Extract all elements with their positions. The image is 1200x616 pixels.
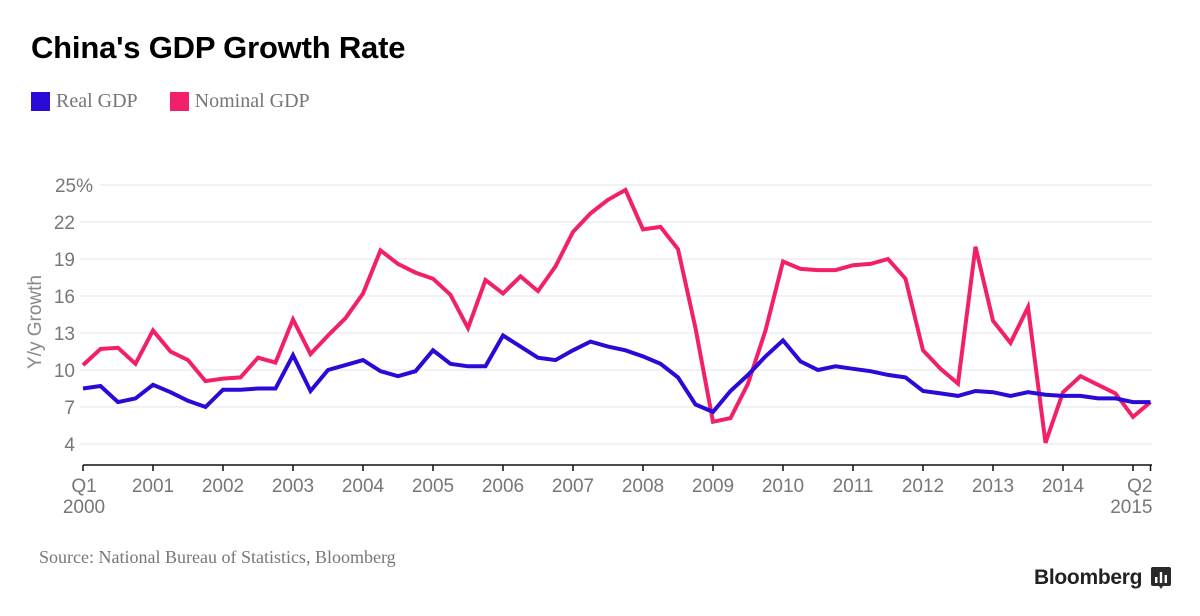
x-tick-label: 2003 bbox=[272, 476, 314, 497]
x-tick-label: 2010 bbox=[762, 476, 804, 497]
y-axis-title: Y/y Growth bbox=[25, 275, 46, 369]
legend-swatch-nominal-gdp bbox=[169, 92, 189, 111]
x-tick-label: Q2 bbox=[1127, 476, 1152, 497]
legend: Real GDP Nominal GDP bbox=[31, 90, 342, 113]
x-tick-label: 2006 bbox=[482, 476, 524, 497]
y-tick-label: 25% bbox=[55, 176, 93, 197]
legend-label-nominal-gdp: Nominal GDP bbox=[194, 90, 310, 112]
bloomberg-brand: Bloomberg bbox=[1034, 566, 1172, 590]
x-tick-label: 2013 bbox=[972, 476, 1014, 497]
y-tick-label: 16 bbox=[54, 287, 75, 308]
x-tick-label: 2014 bbox=[1042, 476, 1085, 497]
x-tick-label-year: 2015 bbox=[1110, 497, 1152, 518]
y-tick-label: 13 bbox=[54, 324, 75, 345]
series-line-nominal-gdp bbox=[81, 187, 1152, 444]
chart-title: China's GDP Growth Rate bbox=[31, 30, 406, 65]
series-line-real-gdp bbox=[82, 332, 1151, 415]
series-lines bbox=[81, 187, 1152, 444]
y-tick-label: 10 bbox=[54, 361, 75, 382]
y-tick-label: 22 bbox=[54, 213, 75, 234]
x-tick-label: 2012 bbox=[902, 476, 944, 497]
legend-item-nominal-gdp: Nominal GDP bbox=[169, 90, 310, 113]
x-tick-label: 2007 bbox=[552, 476, 594, 497]
legend-label-real-gdp: Real GDP bbox=[56, 90, 138, 112]
x-tick-label: 2008 bbox=[622, 476, 664, 497]
x-tick-label: 2002 bbox=[202, 476, 244, 497]
bloomberg-bars-icon bbox=[1151, 567, 1172, 589]
y-tick-labels: 25% 22 19 16 13 10 7 4 bbox=[54, 176, 93, 456]
bloomberg-logo-text: Bloomberg bbox=[1034, 566, 1143, 589]
x-tick-label-year: 2000 bbox=[63, 497, 105, 518]
x-tick-label: 2005 bbox=[412, 476, 454, 497]
y-tick-label: 4 bbox=[64, 435, 75, 456]
y-tick-label: 19 bbox=[54, 250, 75, 271]
x-tick-label: 2009 bbox=[692, 476, 734, 497]
x-tick-label: 2004 bbox=[342, 476, 385, 497]
legend-item-real-gdp: Real GDP bbox=[31, 90, 138, 113]
legend-swatch-real-gdp bbox=[31, 92, 50, 111]
y-tick-label: 7 bbox=[64, 398, 75, 419]
x-tick-label: 2001 bbox=[132, 476, 174, 497]
x-tick-label: Q1 bbox=[71, 476, 96, 497]
source-note: Source: National Bureau of Statistics, B… bbox=[39, 547, 396, 567]
x-tick-label: 2011 bbox=[833, 476, 874, 497]
